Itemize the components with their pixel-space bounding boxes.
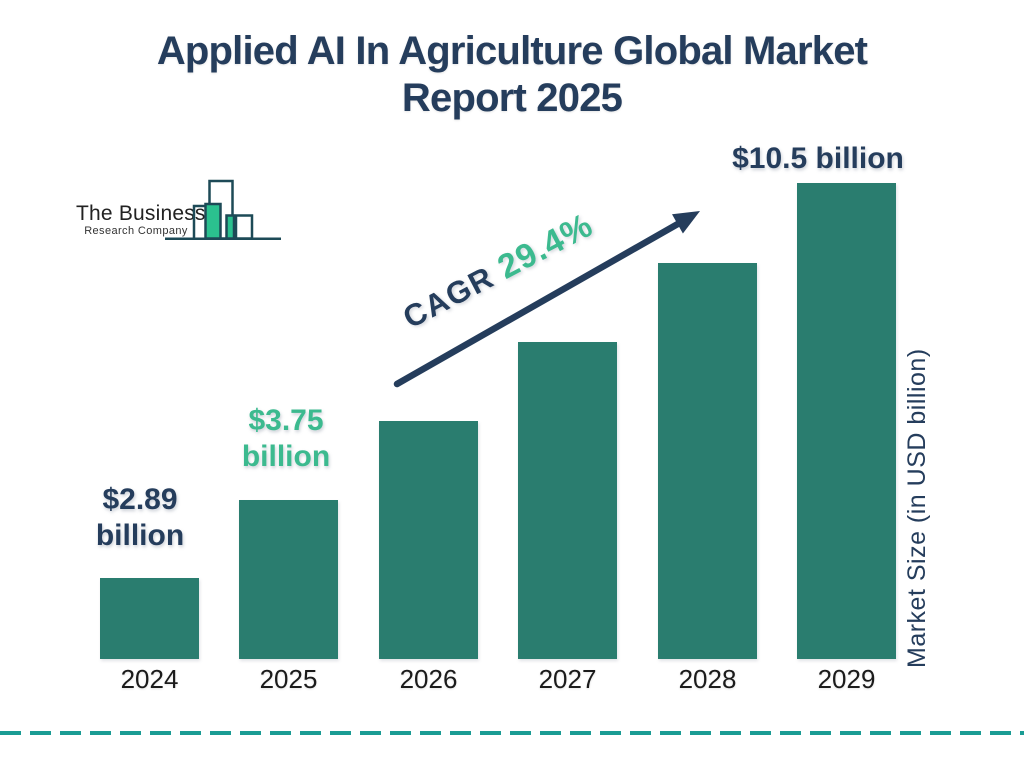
x-tick-2029: 2029 <box>817 664 876 694</box>
cagr-label: CAGR29.4% <box>362 188 634 355</box>
cagr-value: 29.4% <box>491 206 600 287</box>
x-tick-2028: 2028 <box>678 664 737 694</box>
bar-2028 <box>658 263 757 659</box>
value-label-2024: $2.89 billion <box>95 483 185 552</box>
y-axis-label: Market Size (in USD billion) <box>903 348 931 668</box>
bar-2025 <box>239 500 338 659</box>
company-logo-text: The Business Research Company <box>76 202 206 238</box>
x-tick-2027: 2027 <box>538 664 597 694</box>
bar-2029 <box>797 183 896 659</box>
bottom-dashed-divider <box>0 731 1024 735</box>
x-tick-2026: 2026 <box>399 664 458 694</box>
logo-subname: Research Company <box>84 225 188 237</box>
page-title-line2: Report 2025 <box>401 76 623 120</box>
cagr-prefix: CAGR <box>397 259 500 336</box>
x-tick-2024: 2024 <box>120 664 179 694</box>
value-label-2029: $10.5 billion <box>732 142 904 175</box>
bar-2024 <box>100 578 199 659</box>
value-label-2025: $3.75 billion <box>241 404 331 473</box>
bar-2027 <box>518 342 617 659</box>
page-title: Applied AI In Agriculture Global Market … <box>0 28 1024 122</box>
bar-2026 <box>379 421 478 659</box>
page-title-line1: Applied AI In Agriculture Global Market <box>156 29 868 73</box>
logo-name: The Business <box>76 202 206 225</box>
bar-chart-logo-icon <box>165 179 281 240</box>
x-tick-2025: 2025 <box>259 664 318 694</box>
